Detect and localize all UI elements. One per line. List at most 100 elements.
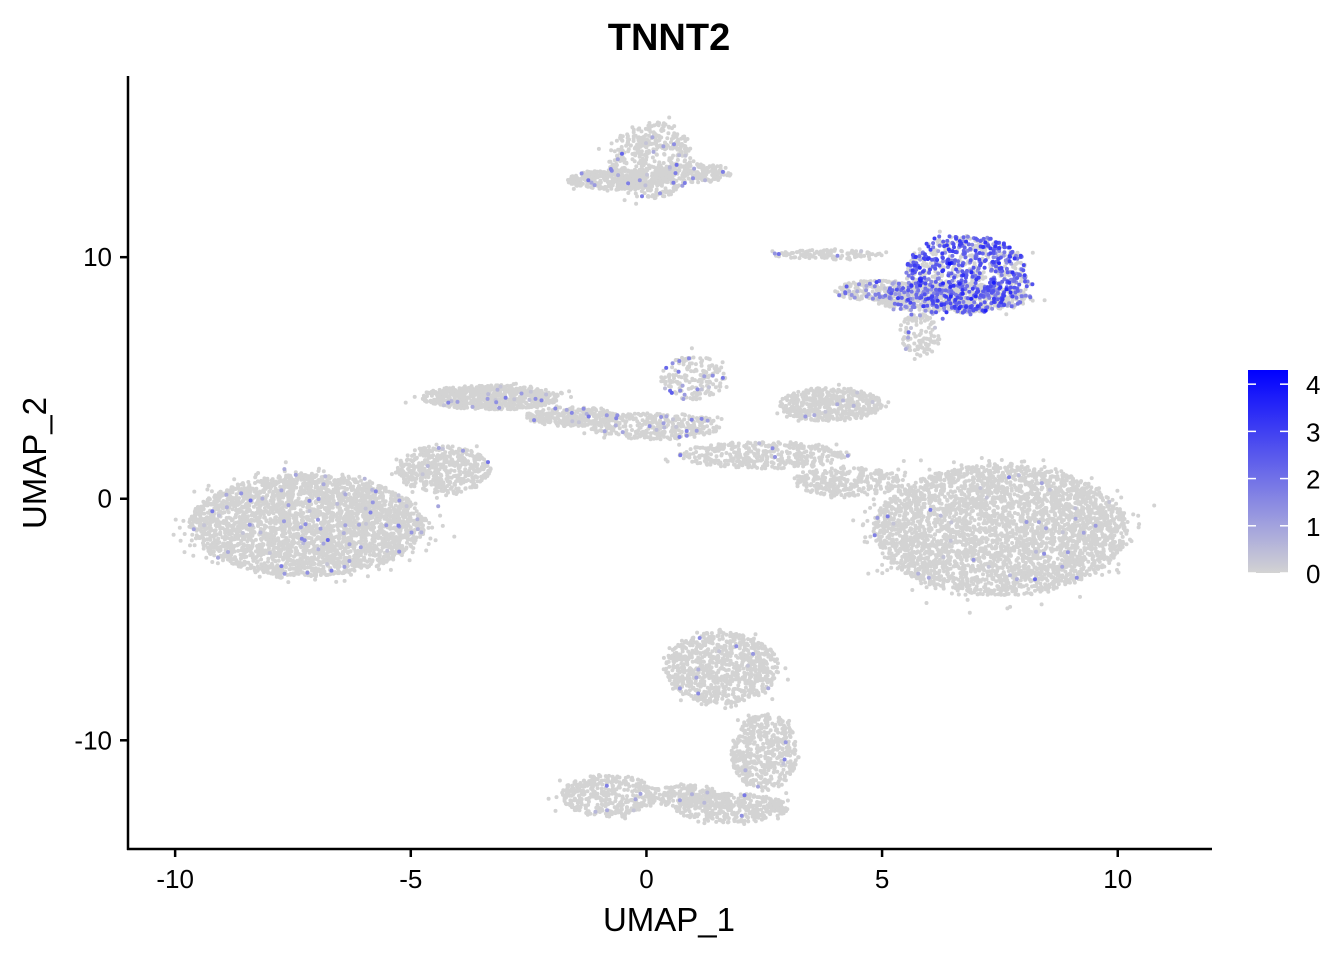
cell-point <box>277 543 282 548</box>
cell-point <box>201 546 206 551</box>
cell-point <box>403 400 408 405</box>
cell-point <box>316 555 321 559</box>
cell-point <box>210 533 215 538</box>
cell-point <box>594 430 599 435</box>
cell-point <box>599 406 604 411</box>
cell-point <box>276 538 281 543</box>
cell-point <box>341 537 346 542</box>
cell-point <box>319 535 324 540</box>
cell-point <box>352 544 357 549</box>
cell-point <box>289 549 294 554</box>
cell-point <box>214 546 219 551</box>
cell-point <box>303 545 308 550</box>
cell-point <box>411 546 416 551</box>
cell-point <box>522 399 526 404</box>
cell-point <box>446 388 451 393</box>
cell-point <box>488 407 493 411</box>
cell-point <box>237 515 242 519</box>
cell-point <box>331 561 336 566</box>
cell-point <box>430 449 435 454</box>
cell-point <box>294 481 299 486</box>
cell-point <box>405 453 410 458</box>
cell-point <box>432 397 437 402</box>
cell-point <box>429 393 434 398</box>
cell-point <box>508 390 513 395</box>
cell-point <box>228 516 233 521</box>
cell-point <box>283 562 288 567</box>
cell-point <box>258 527 263 531</box>
cell-point <box>555 414 560 419</box>
cell-point <box>375 502 380 507</box>
cell-point <box>340 549 345 554</box>
cell-point <box>300 556 305 561</box>
cell-point <box>474 483 479 488</box>
cell-point <box>397 531 402 536</box>
cell-point <box>309 560 314 565</box>
cell-point <box>707 431 712 436</box>
cell-point <box>463 462 468 467</box>
cell-point <box>280 534 285 539</box>
cell-point <box>549 398 553 403</box>
cell-point <box>216 536 221 541</box>
cell-point <box>236 484 241 489</box>
cell-point <box>359 539 364 543</box>
cell-point <box>232 477 237 482</box>
cell-point <box>365 494 369 499</box>
cell-point <box>380 496 385 501</box>
cell-point <box>628 424 633 428</box>
cell-point <box>412 540 417 545</box>
cell-point <box>558 405 562 410</box>
cell-point <box>373 553 378 558</box>
cell-point <box>327 531 332 536</box>
cell-point <box>398 503 403 508</box>
cell-point <box>341 571 346 575</box>
cell-point <box>421 393 426 398</box>
cell-point <box>487 469 492 474</box>
cell-point <box>480 404 485 409</box>
cell-point <box>714 454 719 459</box>
cell-point <box>589 421 594 426</box>
cell-point <box>203 527 208 532</box>
cell-point <box>262 561 267 566</box>
cell-point <box>218 503 223 508</box>
cell-point <box>321 559 326 564</box>
cell-point <box>376 531 381 536</box>
cell-point <box>578 415 583 420</box>
cell-point <box>682 412 687 417</box>
cell-point <box>255 500 260 505</box>
cell-point <box>423 458 427 463</box>
cell-point <box>426 444 431 449</box>
cell-point <box>225 525 230 530</box>
cell-point <box>430 525 435 530</box>
cell-point <box>319 521 323 526</box>
cell-point <box>241 498 246 503</box>
cell-points <box>171 115 1157 826</box>
cell-point <box>287 519 292 524</box>
cell-point <box>274 515 278 520</box>
cell-point <box>567 389 572 394</box>
cell-point <box>302 478 307 483</box>
cell-point <box>268 525 272 530</box>
cell-point <box>547 414 552 419</box>
cell-point <box>434 442 439 447</box>
cell-point <box>668 437 673 442</box>
cell-point <box>230 485 235 490</box>
cell-point <box>290 503 295 508</box>
cell-point <box>240 563 245 568</box>
cell-point <box>693 455 697 460</box>
cell-point <box>521 404 525 409</box>
cell-point <box>288 557 293 562</box>
cell-point <box>199 506 204 511</box>
cell-point <box>282 546 287 551</box>
cell-point <box>352 568 357 573</box>
cell-point <box>689 427 694 431</box>
cell-point <box>451 460 456 465</box>
cell-point <box>470 475 475 480</box>
cell-point <box>391 506 396 511</box>
cell-point <box>405 537 410 542</box>
cell-point <box>371 504 376 509</box>
cell-point <box>282 493 287 498</box>
cell-point <box>207 515 212 520</box>
cell-point <box>334 514 339 519</box>
cell-point <box>559 390 564 395</box>
